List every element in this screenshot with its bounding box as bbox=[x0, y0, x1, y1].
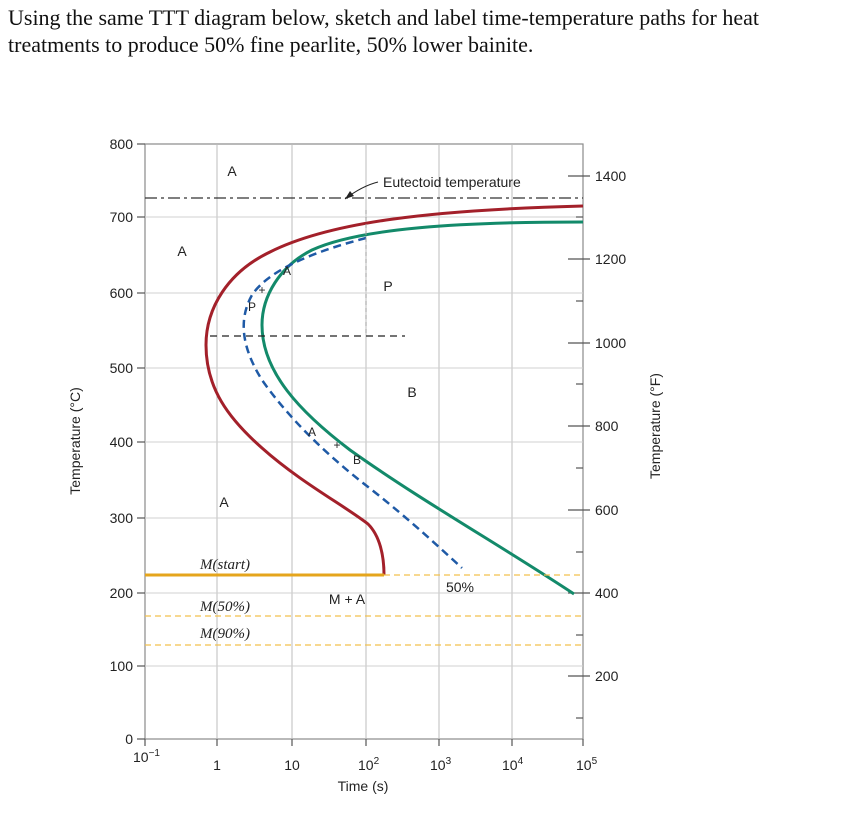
eutectoid-arrowhead bbox=[345, 191, 354, 199]
path-b-label: B bbox=[353, 453, 361, 467]
left-tick-100: 100 bbox=[110, 658, 134, 674]
x-tick-0: 10−1 bbox=[133, 748, 160, 765]
right-tick-800: 800 bbox=[595, 418, 619, 434]
fifty-percent-label: 50% bbox=[446, 579, 474, 595]
m-start-label: M(start) bbox=[199, 557, 250, 573]
x-tick-5: 104 bbox=[502, 756, 524, 773]
region-a-lower: A bbox=[219, 494, 229, 510]
plus-mark-upper: + bbox=[258, 283, 265, 297]
region-a-left: A bbox=[177, 243, 187, 259]
x-tick-1: 1 bbox=[213, 757, 221, 773]
right-tick-400: 400 bbox=[595, 585, 619, 601]
left-tick-500: 500 bbox=[110, 360, 134, 376]
right-tick-1200: 1200 bbox=[595, 251, 626, 267]
x-tick-3: 102 bbox=[358, 756, 380, 773]
right-tick-600: 600 bbox=[595, 502, 619, 518]
plus-mark-lower: + bbox=[333, 438, 340, 452]
right-ticks bbox=[568, 175, 590, 719]
right-tick-200: 200 bbox=[595, 668, 619, 684]
start-curve bbox=[204, 204, 584, 576]
m90-label: M(90%) bbox=[199, 626, 250, 642]
left-tick-800: 800 bbox=[110, 136, 134, 152]
left-tick-700: 700 bbox=[110, 209, 134, 225]
right-axis-title: Temperature (°F) bbox=[647, 373, 663, 479]
left-tick-0: 0 bbox=[125, 731, 133, 747]
x-tick-2: 10 bbox=[284, 757, 300, 773]
horizontal-gridlines bbox=[145, 216, 583, 667]
region-m-plus-a: M + A bbox=[329, 591, 366, 607]
eutectoid-label: Eutectoid temperature bbox=[383, 174, 521, 190]
x-tick-4: 103 bbox=[430, 756, 452, 773]
path-a-upper-label: A bbox=[283, 264, 291, 278]
left-axis-title: Temperature (°C) bbox=[67, 387, 83, 495]
bottom-ticks bbox=[144, 739, 584, 746]
region-p: P bbox=[383, 278, 392, 294]
left-tick-400: 400 bbox=[110, 434, 134, 450]
path-a-mid-label: A bbox=[308, 425, 316, 439]
right-tick-1000: 1000 bbox=[595, 335, 626, 351]
right-tick-1400: 1400 bbox=[595, 168, 626, 184]
question-text: Using the same TTT diagram below, sketch… bbox=[8, 5, 760, 57]
left-tick-600: 600 bbox=[110, 285, 134, 301]
left-tick-200: 200 bbox=[110, 585, 134, 601]
left-tick-300: 300 bbox=[110, 510, 134, 526]
left-ticks bbox=[137, 143, 145, 740]
region-a-top: A bbox=[227, 163, 237, 179]
region-b: B bbox=[407, 384, 416, 400]
x-tick-6: 105 bbox=[576, 756, 598, 773]
m50-label: M(50%) bbox=[199, 599, 250, 615]
finish-curve bbox=[260, 220, 584, 596]
path-p-label: P bbox=[248, 300, 256, 314]
fifty-curve bbox=[242, 236, 463, 569]
x-axis-title: Time (s) bbox=[338, 778, 389, 794]
